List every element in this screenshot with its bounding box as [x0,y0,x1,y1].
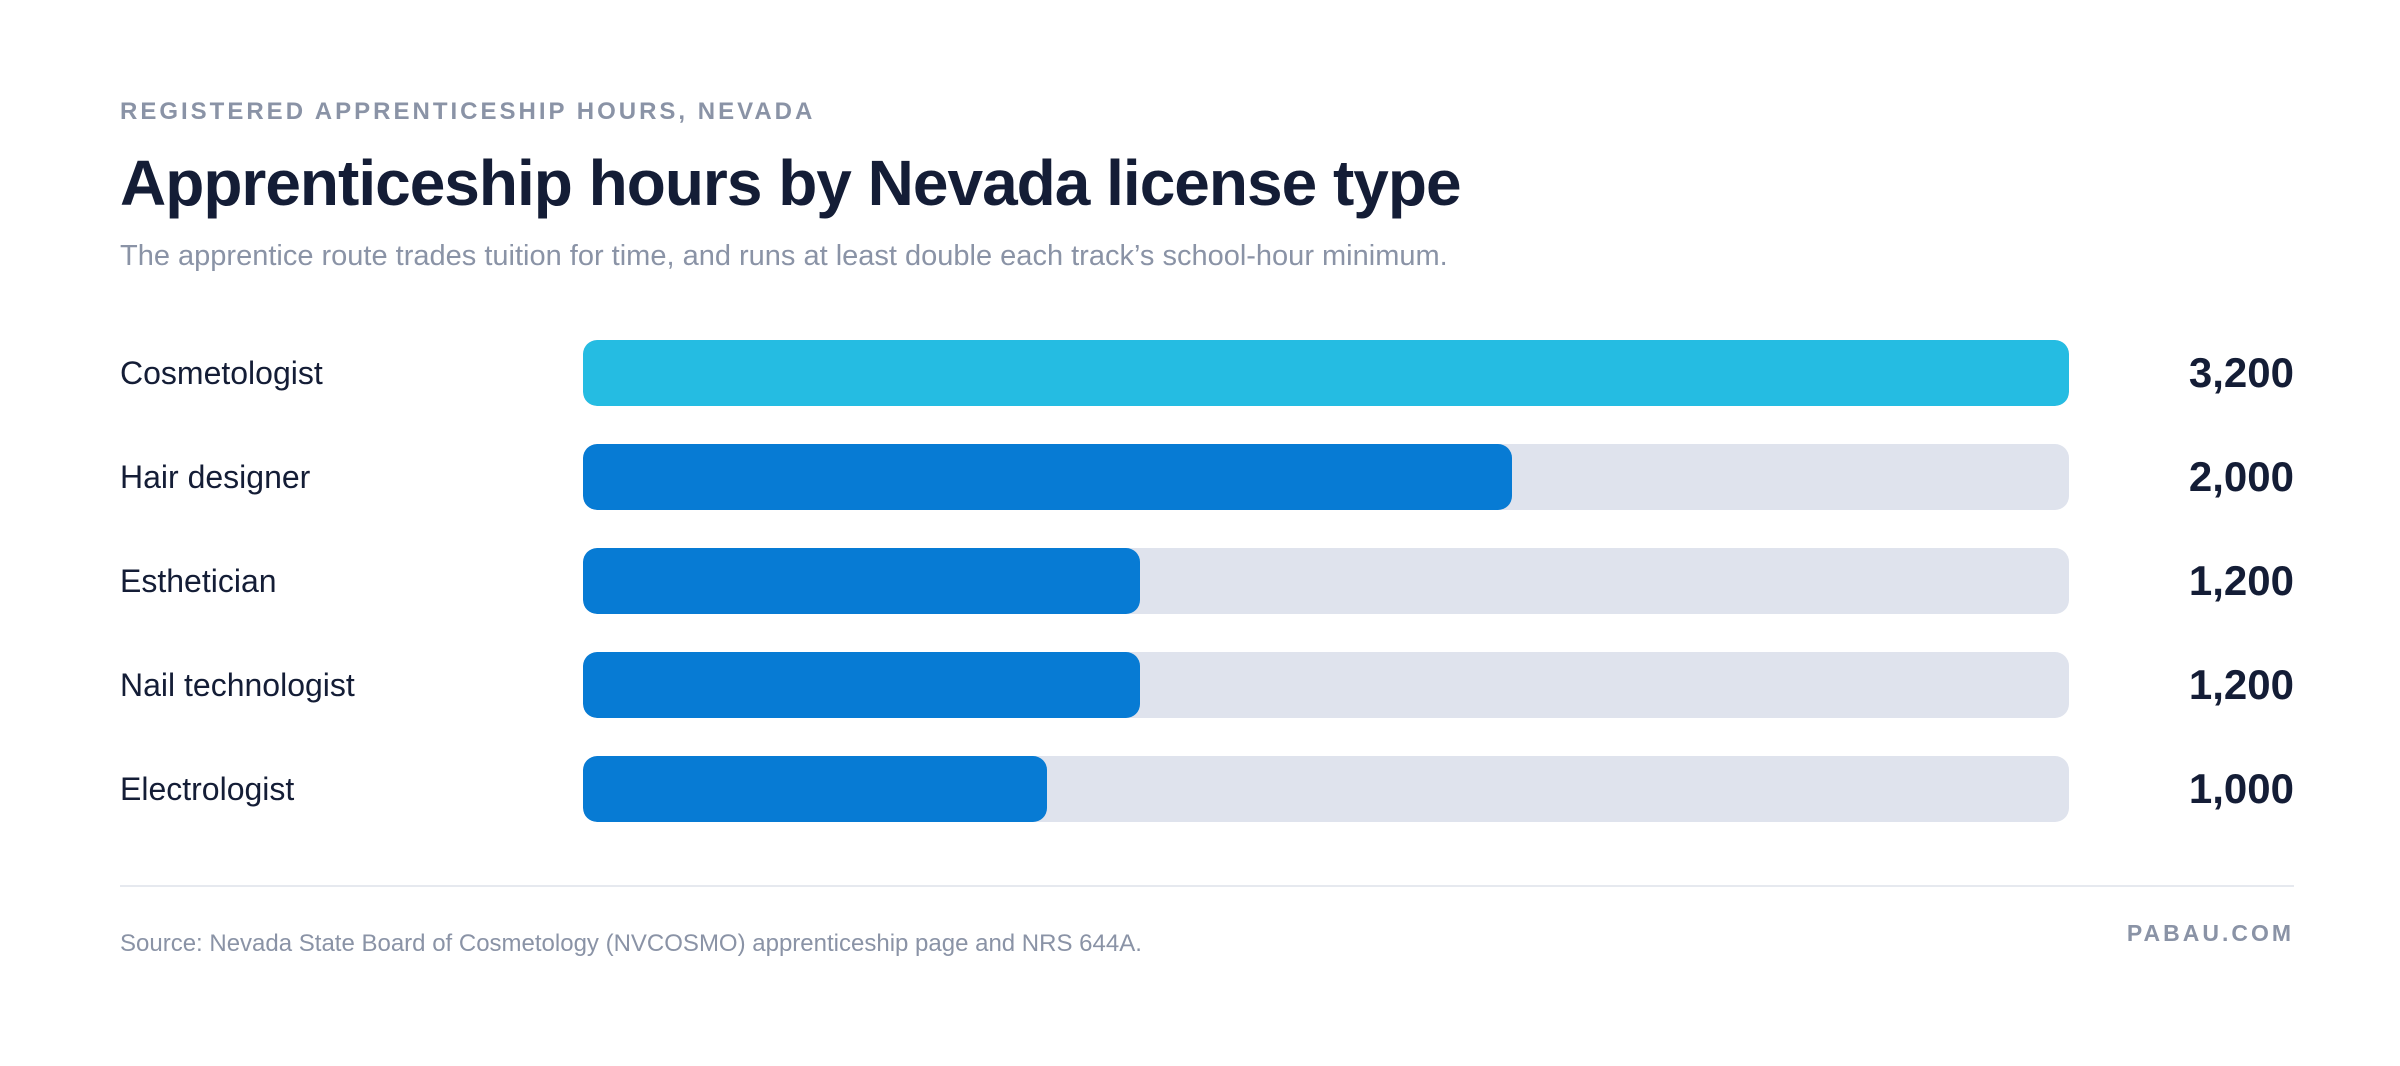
bar-row: Cosmetologist 3,200 [120,340,2294,406]
bar-value-label: 1,000 [2188,765,2294,812]
bar-row: Nail technologist 1,200 [120,652,2294,718]
brand-logo-text: PABAU.COM [2126,920,2294,946]
bar-track [583,652,2069,718]
bar-chart: Cosmetologist 3,200 Hair designer 2,000 Esth… [120,340,2294,840]
bar-value-label: 1,200 [2188,661,2294,708]
bar-category-label: Esthetician [120,563,277,599]
chart-title: Apprenticeship hours by Nevada license t… [120,147,1462,219]
bar [583,652,1141,718]
bar-track [583,340,2069,406]
chart-card: REGISTERED APPRENTICESHIP HOURS, NEVADA … [120,0,2294,1066]
bar-track [583,444,2069,510]
bar-value-label: 2,000 [2188,453,2294,500]
bar-category-label: Nail technologist [120,667,355,703]
bar-track [583,756,2069,822]
bar-category-label: Electrologist [120,771,295,807]
bar [583,444,1512,510]
bar-value-label: 3,200 [2188,349,2294,396]
source-note: Source: Nevada State Board of Cosmetolog… [120,930,1142,957]
bar-row: Hair designer 2,000 [120,444,2294,510]
bar-track [583,548,2069,614]
bar-row: Esthetician 1,200 [120,548,2294,614]
bar [583,548,1141,614]
footer-divider [120,885,2294,887]
bar [583,340,2069,406]
chart-subtitle: The apprentice route trades tuition for … [120,240,1448,272]
chart-eyebrow: REGISTERED APPRENTICESHIP HOURS, NEVADA [120,98,816,125]
bar [583,756,1048,822]
bar-category-label: Cosmetologist [120,355,323,391]
bar-row: Electrologist 1,000 [120,756,2294,822]
bar-value-label: 1,200 [2188,557,2294,604]
bar-category-label: Hair designer [120,459,311,495]
